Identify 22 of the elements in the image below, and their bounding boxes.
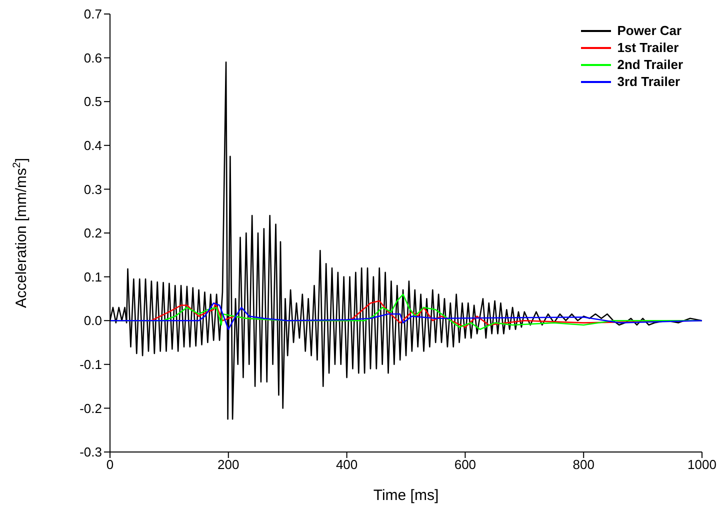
x-tick-label: 800 [572,457,594,472]
y-tick-label: 0.0 [84,313,102,328]
legend-label: 1st Trailer [617,40,679,55]
x-tick-label: 200 [218,457,240,472]
y-tick-label: 0.2 [84,226,102,241]
x-tick-label: 0 [106,457,114,472]
x-tick-label: 400 [336,457,358,472]
x-tick-label: 1000 [688,457,716,472]
y-tick-label: 0.1 [84,269,102,284]
y-tick-label: 0.7 [84,6,102,22]
x-axis-title: Time [ms] [373,487,439,504]
y-tick-label: 0.6 [84,50,102,66]
legend-label: 3rd Trailer [617,74,680,89]
x-tick-label: 600 [454,457,476,472]
y-tick-label: 0.4 [84,138,102,154]
y-tick-label: -0.1 [80,357,102,372]
legend-label: 2nd Trailer [617,57,683,72]
y-tick-label: -0.3 [80,444,102,460]
y-tick-label: 0.3 [84,182,102,197]
y-tick-label: -0.2 [80,400,102,416]
legend-label: Power Car [617,23,682,38]
y-tick-label: 0.5 [84,94,102,110]
